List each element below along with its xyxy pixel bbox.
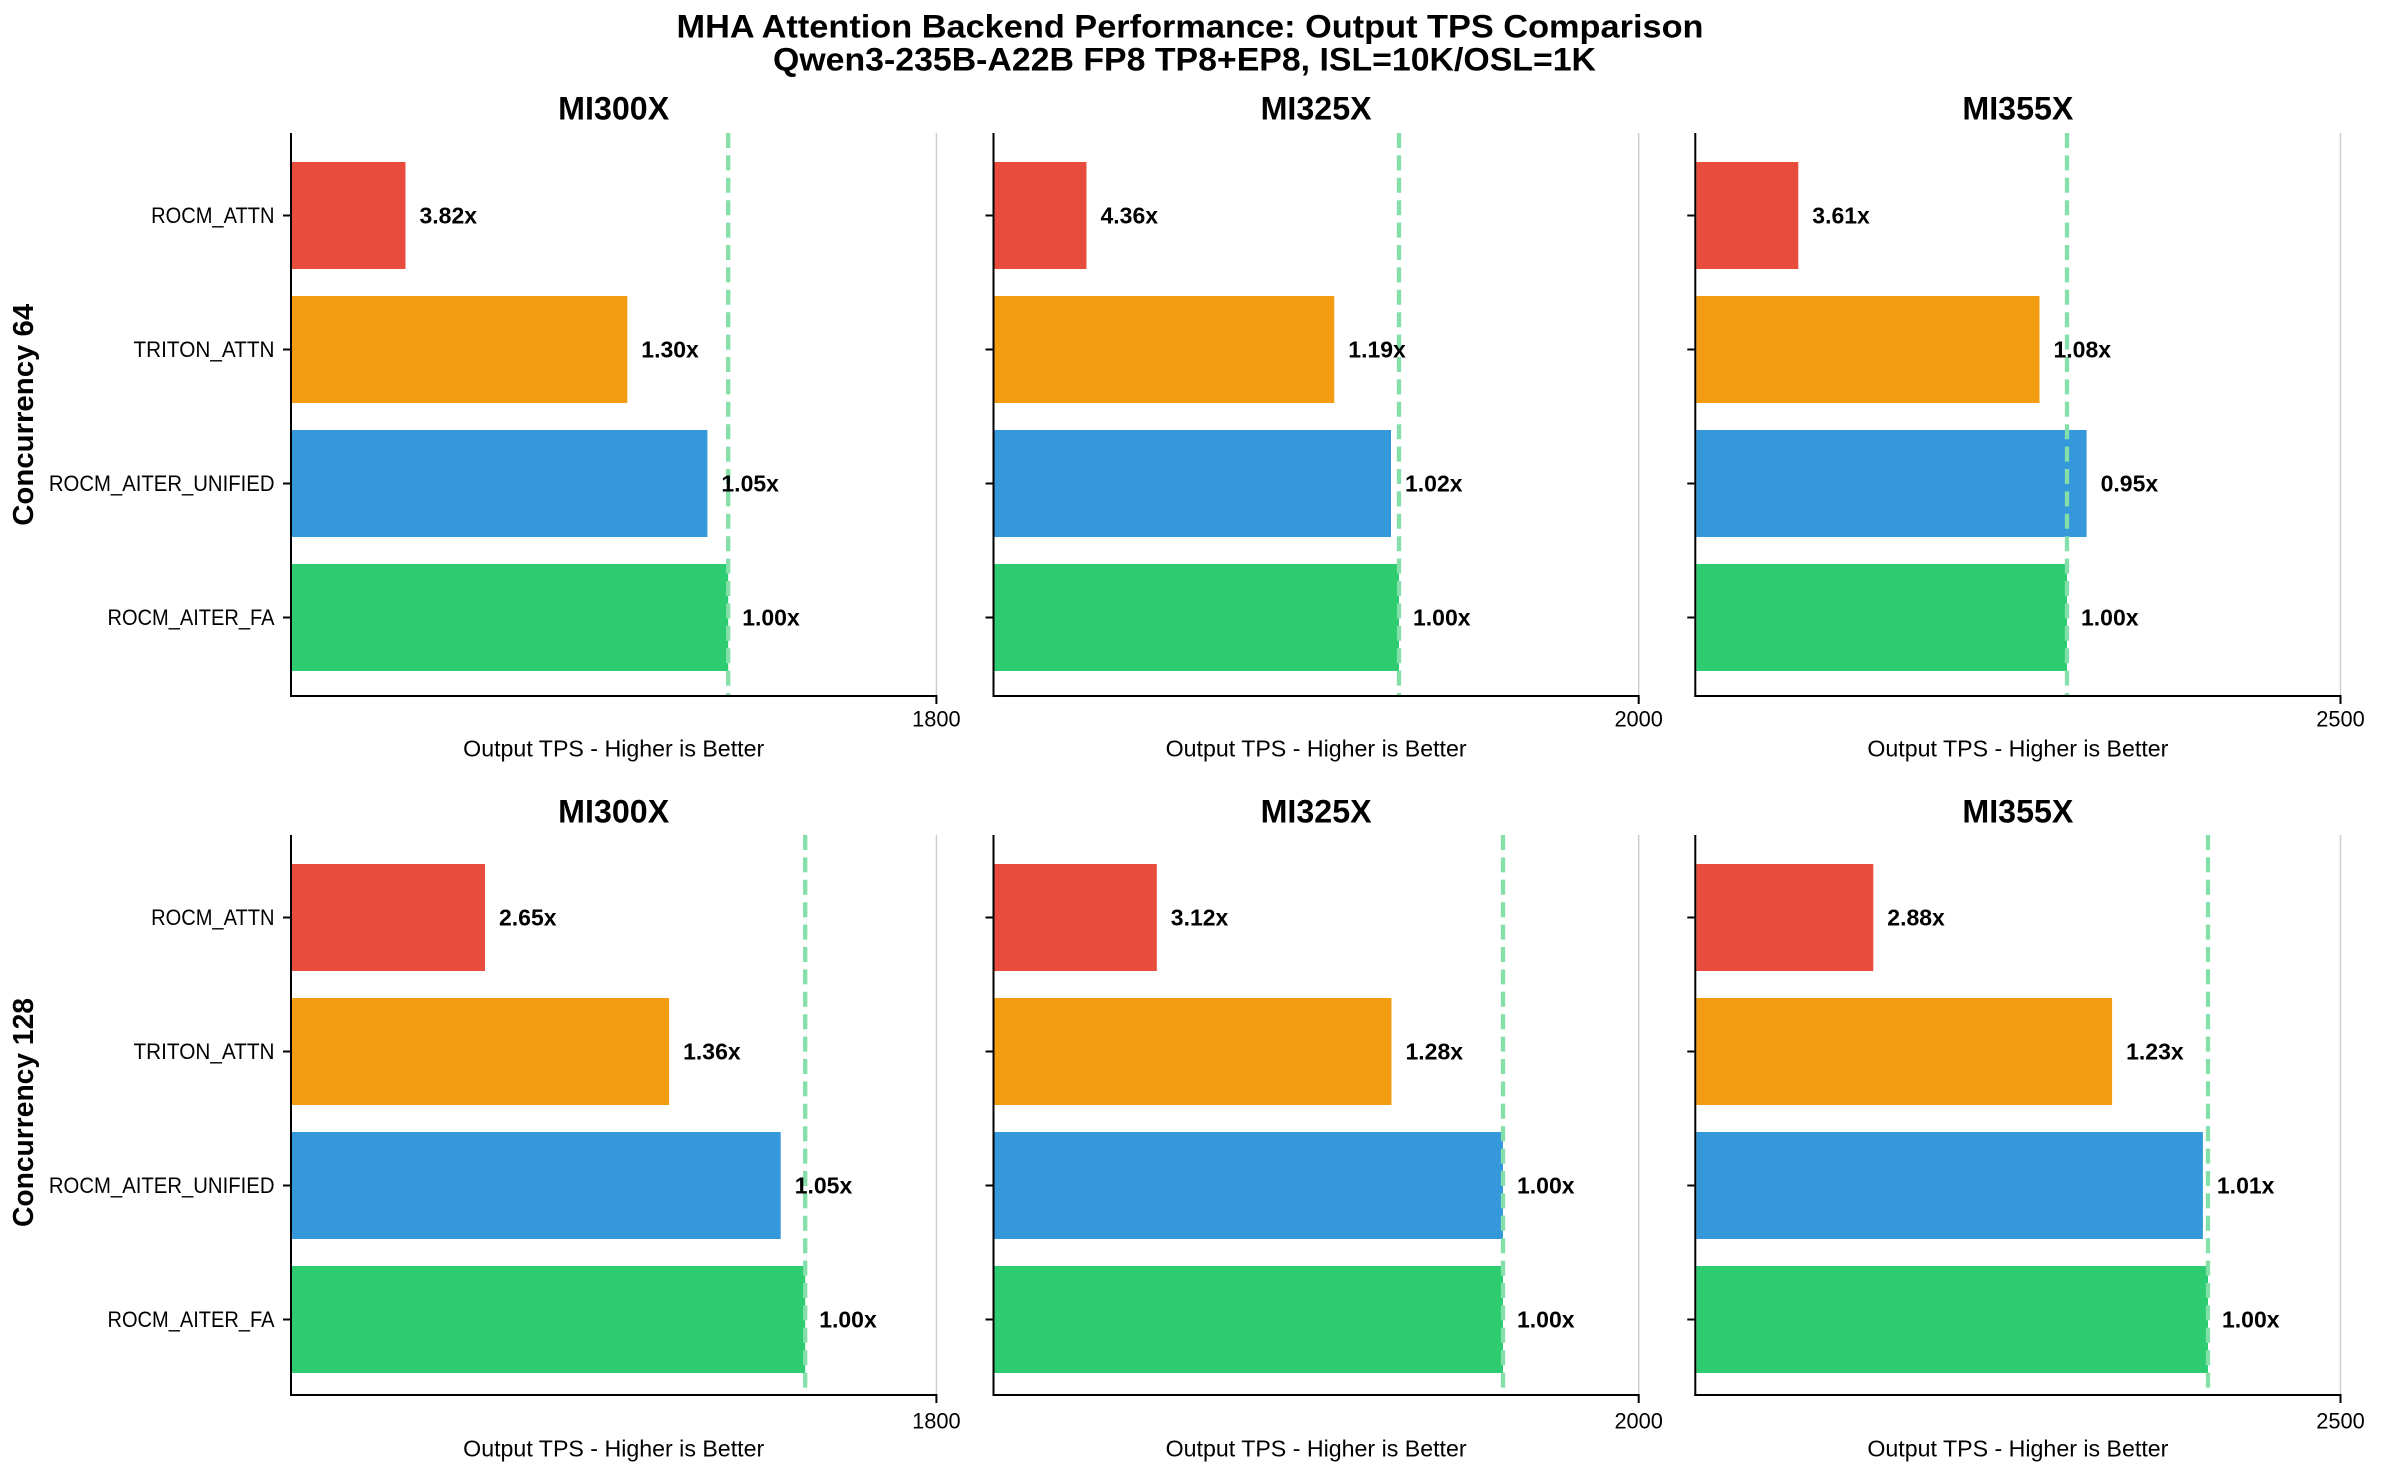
svg-text:3.61x: 3.61x bbox=[1812, 203, 1870, 229]
svg-text:Output TPS - Higher is Better: Output TPS - Higher is Better bbox=[463, 736, 764, 762]
svg-text:3.82x: 3.82x bbox=[420, 203, 478, 229]
svg-text:0.95x: 0.95x bbox=[2101, 471, 2159, 497]
svg-text:1.00x: 1.00x bbox=[2222, 1307, 2280, 1333]
svg-text:3.12x: 3.12x bbox=[1171, 905, 1229, 931]
svg-text:ROCM_ATTN: ROCM_ATTN bbox=[151, 905, 274, 930]
svg-text:2.88x: 2.88x bbox=[1887, 905, 1945, 931]
svg-text:MI300X: MI300X bbox=[558, 91, 670, 127]
svg-text:TRITON_ATTN: TRITON_ATTN bbox=[134, 1039, 275, 1064]
svg-text:MI300X: MI300X bbox=[558, 794, 670, 830]
svg-text:1.00x: 1.00x bbox=[2081, 605, 2139, 631]
svg-text:Output TPS - Higher is Better: Output TPS - Higher is Better bbox=[463, 1436, 764, 1462]
svg-text:1.00x: 1.00x bbox=[1413, 605, 1471, 631]
svg-text:Concurrency 64: Concurrency 64 bbox=[8, 304, 40, 526]
svg-text:ROCM_AITER_UNIFIED: ROCM_AITER_UNIFIED bbox=[49, 1173, 275, 1198]
svg-text:MI325X: MI325X bbox=[1261, 794, 1373, 830]
svg-text:Concurrency 128: Concurrency 128 bbox=[8, 998, 40, 1227]
svg-text:1.19x: 1.19x bbox=[1348, 337, 1406, 363]
svg-text:2500: 2500 bbox=[2316, 707, 2365, 732]
svg-text:ROCM_AITER_FA: ROCM_AITER_FA bbox=[108, 1307, 275, 1332]
svg-text:1.02x: 1.02x bbox=[1405, 471, 1463, 497]
svg-text:Output TPS - Higher is Better: Output TPS - Higher is Better bbox=[1867, 1436, 2168, 1462]
svg-text:1.08x: 1.08x bbox=[2054, 337, 2112, 363]
svg-text:1.00x: 1.00x bbox=[1517, 1173, 1575, 1199]
svg-text:ROCM_AITER_FA: ROCM_AITER_FA bbox=[108, 605, 275, 630]
svg-text:2500: 2500 bbox=[2316, 1409, 2365, 1434]
svg-text:ROCM_AITER_UNIFIED: ROCM_AITER_UNIFIED bbox=[49, 471, 275, 496]
svg-text:1.23x: 1.23x bbox=[2126, 1039, 2184, 1065]
svg-text:4.36x: 4.36x bbox=[1101, 203, 1159, 229]
svg-text:ROCM_ATTN: ROCM_ATTN bbox=[151, 203, 274, 228]
svg-text:Qwen3-235B-A22B FP8 TP8+EP8, I: Qwen3-235B-A22B FP8 TP8+EP8, ISL=10K/OSL… bbox=[773, 42, 1596, 78]
svg-text:1.00x: 1.00x bbox=[742, 605, 800, 631]
svg-text:MI325X: MI325X bbox=[1261, 91, 1373, 127]
svg-text:MI355X: MI355X bbox=[1962, 91, 2074, 127]
svg-text:Output TPS - Higher is Better: Output TPS - Higher is Better bbox=[1166, 1436, 1467, 1462]
svg-text:1.30x: 1.30x bbox=[641, 337, 699, 363]
svg-text:MHA Attention Backend Performa: MHA Attention Backend Performance: Outpu… bbox=[677, 9, 1704, 45]
svg-text:2000: 2000 bbox=[1614, 707, 1663, 732]
svg-text:Output TPS - Higher is Better: Output TPS - Higher is Better bbox=[1867, 736, 2168, 762]
svg-text:1.00x: 1.00x bbox=[819, 1307, 877, 1333]
svg-text:TRITON_ATTN: TRITON_ATTN bbox=[134, 337, 275, 362]
svg-text:1.00x: 1.00x bbox=[1517, 1307, 1575, 1333]
svg-text:1.28x: 1.28x bbox=[1406, 1039, 1464, 1065]
svg-text:1.36x: 1.36x bbox=[683, 1039, 741, 1065]
svg-text:1.05x: 1.05x bbox=[795, 1173, 853, 1199]
svg-text:1800: 1800 bbox=[912, 707, 961, 732]
svg-text:2.65x: 2.65x bbox=[499, 905, 557, 931]
svg-text:1.05x: 1.05x bbox=[721, 471, 779, 497]
svg-text:Output TPS - Higher is Better: Output TPS - Higher is Better bbox=[1166, 736, 1467, 762]
svg-text:MI355X: MI355X bbox=[1962, 794, 2074, 830]
svg-text:1.01x: 1.01x bbox=[2217, 1173, 2275, 1199]
svg-text:1800: 1800 bbox=[912, 1409, 961, 1434]
svg-text:2000: 2000 bbox=[1614, 1409, 1663, 1434]
